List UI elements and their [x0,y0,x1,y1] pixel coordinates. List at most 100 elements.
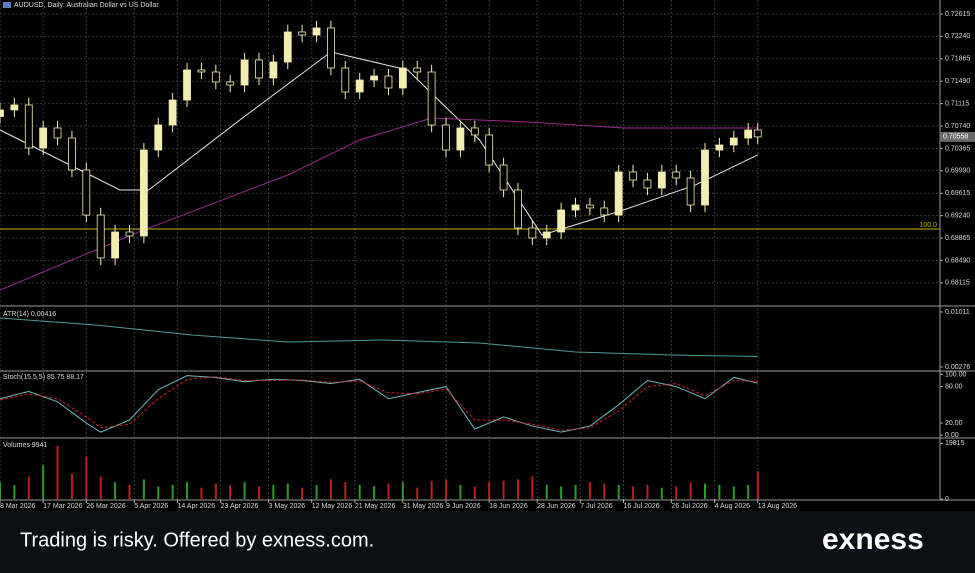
x-tick-label: 13 Aug 2026 [758,503,797,510]
y-tick-label: 0.68115 [945,280,970,287]
candle-body [413,67,422,73]
x-tick-label: 14 Apr 2026 [177,503,215,510]
volume-bar [286,483,289,499]
volume-bar [114,482,117,499]
candle-body [96,214,105,259]
candle-body [10,104,19,111]
candle-body [355,79,364,93]
candle-body [398,67,407,89]
x-tick-label: 12 May 2026 [312,503,353,510]
atr-label: ATR(14) 0.00416 [3,311,56,318]
y-tick-label: 19815 [945,440,965,447]
candle-body [614,171,623,216]
y-tick-label: 0.72615 [945,11,970,18]
candle-body [154,124,163,151]
x-tick-label: 16 Jul 2026 [623,503,659,510]
volume-bar [632,486,635,499]
candle-body [485,134,494,166]
moving-average [0,117,758,291]
candle-body [427,71,436,126]
stoch-signal [0,376,758,431]
volume-bar [99,476,102,499]
y-tick-label: 0.72240 [945,33,970,40]
candle-body [571,204,580,211]
candle-body [111,231,120,259]
y-tick-label: 0.71490 [945,78,970,85]
volume-bar [416,487,419,499]
volume-bar [257,486,260,499]
candle-body [53,127,62,139]
candle-body [686,177,695,206]
volume-bar [301,487,304,499]
x-tick-label: 26 Mar 2026 [86,503,125,510]
y-tick-label: 0.68865 [945,235,970,242]
symbol-icon [3,2,11,8]
volume-bar [42,465,45,499]
candle-body [0,109,4,117]
stoch-label: Stoch(15,5,5) 85.75 88.17 [3,374,84,381]
chart-background [0,0,975,511]
candle-body [183,69,191,101]
candle-body [226,81,235,86]
x-tick-label: 9 Jun 2026 [446,503,481,510]
volume-bar [531,476,534,499]
candle-body [211,71,220,83]
volume-bar [329,479,332,499]
volume-bar [756,471,759,499]
y-tick-label: 0 [945,496,949,503]
volume-bar [171,484,174,499]
price-tag [940,131,975,142]
volume-bar [142,479,145,499]
candle-body [456,127,465,151]
atr-line [0,317,758,358]
candle-body [470,127,479,136]
candle-body [298,31,307,36]
footer-background [0,511,975,573]
candle-body [701,149,709,206]
volume-bar [430,480,433,499]
volume-bar [85,456,88,499]
volume-bar [13,484,16,499]
volume-bar [445,479,448,499]
volume-bar [315,484,318,499]
y-tick-label: 20.00 [945,420,963,427]
candle-body [729,137,738,146]
volume-bar [56,445,59,499]
x-tick-label: 5 Apr 2026 [134,503,168,510]
volume-bar [617,484,620,499]
candle-body [82,169,91,216]
candle-body [600,207,609,216]
volume-bar [27,476,30,499]
y-tick-label: 0.69615 [945,190,970,197]
volume-bar [344,482,347,499]
x-tick-label: 28 Jun 2026 [537,503,576,510]
volumes-label: Volumes 9941 [3,442,47,449]
candle-body [168,99,177,126]
candle-body [255,59,263,79]
candle-body [327,27,335,69]
candle-body [370,75,378,81]
volume-bar [704,483,706,499]
x-tick-label: 21 May 2026 [355,503,396,510]
volume-bar [387,483,390,499]
candle-body [269,61,278,79]
candle-body [240,59,249,86]
y-tick-label: 100.00 [945,371,967,378]
candle-body [514,189,522,229]
y-tick-label: 0.71865 [945,56,970,63]
y-tick-label: 0.69240 [945,212,970,219]
candle-body [39,127,48,149]
volume-bar [358,484,361,499]
candle-body [557,209,566,233]
x-tick-label: 31 May 2026 [403,503,444,510]
y-tick-label: 0.68490 [945,257,970,264]
volume-bar [459,484,462,499]
volume-bar [373,486,376,499]
disclaimer: Trading is risky. Offered by exness.com. [20,529,374,551]
volume-bar [502,480,505,499]
volume-bar [200,487,203,499]
x-tick-label: 7 Jul 2026 [580,503,612,510]
x-tick-label: 3 May 2026 [269,503,306,510]
y-tick-label: 0.70740 [945,123,970,130]
